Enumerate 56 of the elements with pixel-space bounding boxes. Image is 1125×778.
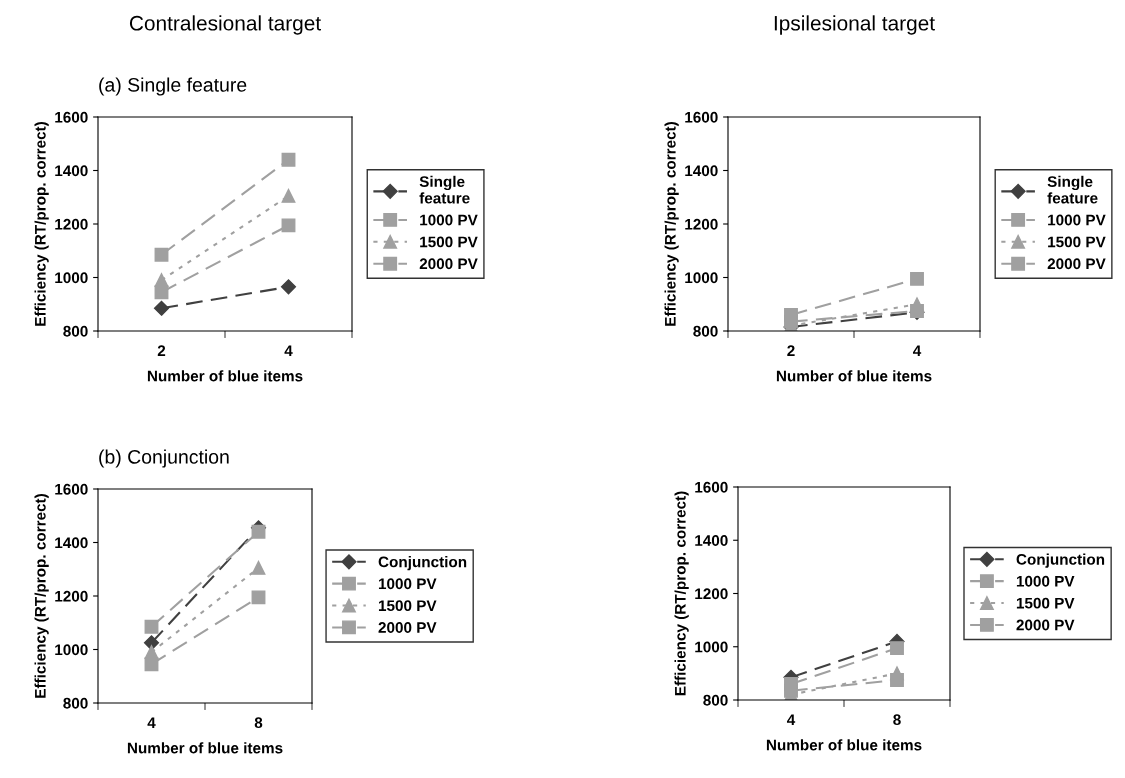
legend-label: 1500 PV <box>378 600 437 612</box>
x-axis-title: Number of blue items <box>776 370 932 382</box>
chart-title: Contralesional target <box>129 15 321 35</box>
legend-label: 2000 PV <box>1016 619 1075 631</box>
legend-label: 1500 PV <box>1016 597 1075 609</box>
y-tick-label: 1000 <box>685 272 718 284</box>
y-tick-label: 1400 <box>695 535 728 546</box>
x-tick-label: 4 <box>786 714 796 725</box>
legend-label: Single feature <box>419 175 470 204</box>
chart-title: Ipsilesional target <box>774 15 935 35</box>
y-tick-label: 800 <box>63 697 88 709</box>
y-tick-label: 1400 <box>685 165 718 177</box>
legend-label: 1000 PV <box>1016 575 1075 587</box>
legend-label: 2000 PV <box>1047 258 1106 270</box>
x-axis-title: Number of blue items <box>147 370 303 382</box>
legend-label: 1000 PV <box>1048 214 1106 226</box>
y-tick-label: 800 <box>693 325 718 337</box>
y-tick-label: 1200 <box>685 218 718 230</box>
x-tick-label: 8 <box>893 714 901 726</box>
y-tick-label: 1600 <box>55 111 88 123</box>
y-tick-label: 800 <box>63 325 88 337</box>
y-axis-title: Efficiency (RT/prop. correct) <box>34 494 49 698</box>
legend-label: 1000 PV <box>378 578 437 590</box>
legend-label: Single feature <box>1047 175 1098 204</box>
x-axis-title: Number of blue items <box>127 742 283 754</box>
x-tick-label: 2 <box>157 345 166 356</box>
y-axis-title: Efficiency (RT/prop. correct) <box>34 122 49 326</box>
legend-label: 1500 PV <box>420 236 478 248</box>
y-tick-label: 1600 <box>685 111 718 123</box>
y-axis-title: Efficiency (RT/prop. correct) <box>674 491 689 696</box>
y-tick-label: 1200 <box>55 590 88 602</box>
chart-subtitle: (b) Conjunction <box>99 449 229 468</box>
x-tick-label: 4 <box>912 345 922 356</box>
y-tick-label: 1000 <box>695 641 728 653</box>
legend-label: Conjunction <box>378 556 467 571</box>
y-tick-label: 1200 <box>55 218 88 230</box>
y-tick-label: 1400 <box>55 537 88 549</box>
legend-label: 2000 PV <box>419 258 478 270</box>
legend-label: Conjunction <box>1016 553 1105 568</box>
x-tick-label: 4 <box>284 345 293 356</box>
y-tick-label: 800 <box>703 694 728 706</box>
y-tick-label: 1000 <box>55 644 88 656</box>
chart-subtitle: (a) Single feature <box>99 77 247 96</box>
y-tick-label: 1200 <box>695 588 728 600</box>
legend-label: 1500 PV <box>1048 236 1106 248</box>
x-tick-label: 4 <box>147 717 156 728</box>
x-tick-label: 2 <box>787 345 795 356</box>
y-tick-label: 1600 <box>55 483 88 495</box>
y-tick-label: 1600 <box>695 481 728 493</box>
legend-label: 2000 PV <box>378 622 437 633</box>
y-axis-title: Efficiency (RT/prop. correct) <box>664 122 679 326</box>
x-axis-title: Number of blue items <box>766 739 922 751</box>
legend-label: 1000 PV <box>420 214 478 226</box>
y-tick-label: 1400 <box>55 165 88 177</box>
x-tick-label: 8 <box>254 717 263 729</box>
y-tick-label: 1000 <box>55 272 88 284</box>
